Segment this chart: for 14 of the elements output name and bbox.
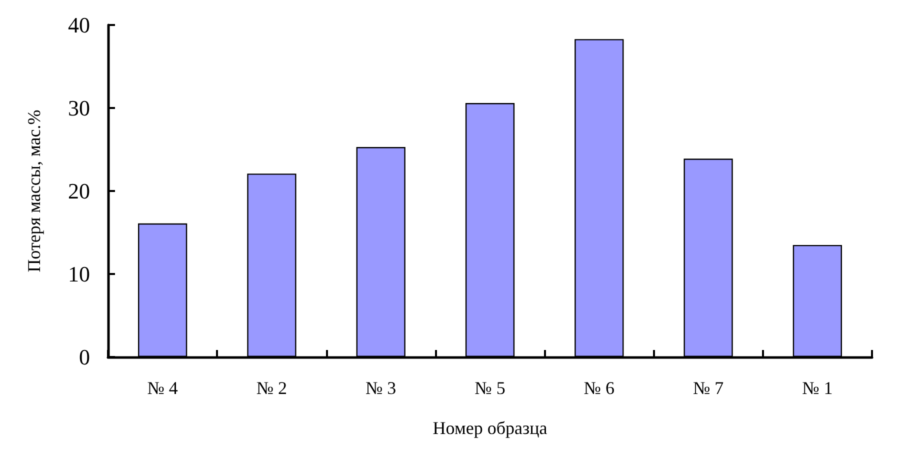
- y-tick-label: 30: [68, 96, 90, 120]
- y-tick-label: 40: [68, 12, 90, 38]
- y-tick-label: 20: [68, 178, 90, 204]
- x-tick-label: № 7: [692, 378, 724, 398]
- x-tick-label: № 6: [584, 378, 614, 398]
- x-tick-label: № 3: [366, 378, 396, 398]
- x-tick-label: № 2: [256, 378, 288, 398]
- x-tick-label: № 1: [802, 378, 833, 398]
- y-tick-label: 10: [68, 262, 90, 286]
- x-tick-label: № 4: [147, 378, 178, 398]
- y-axis-title: Потеря массы, мас.%: [24, 110, 44, 272]
- x-tick-label: № 5: [474, 378, 506, 398]
- y-tick-label: 0: [79, 344, 90, 370]
- x-axis-title: Номер образца: [432, 418, 548, 438]
